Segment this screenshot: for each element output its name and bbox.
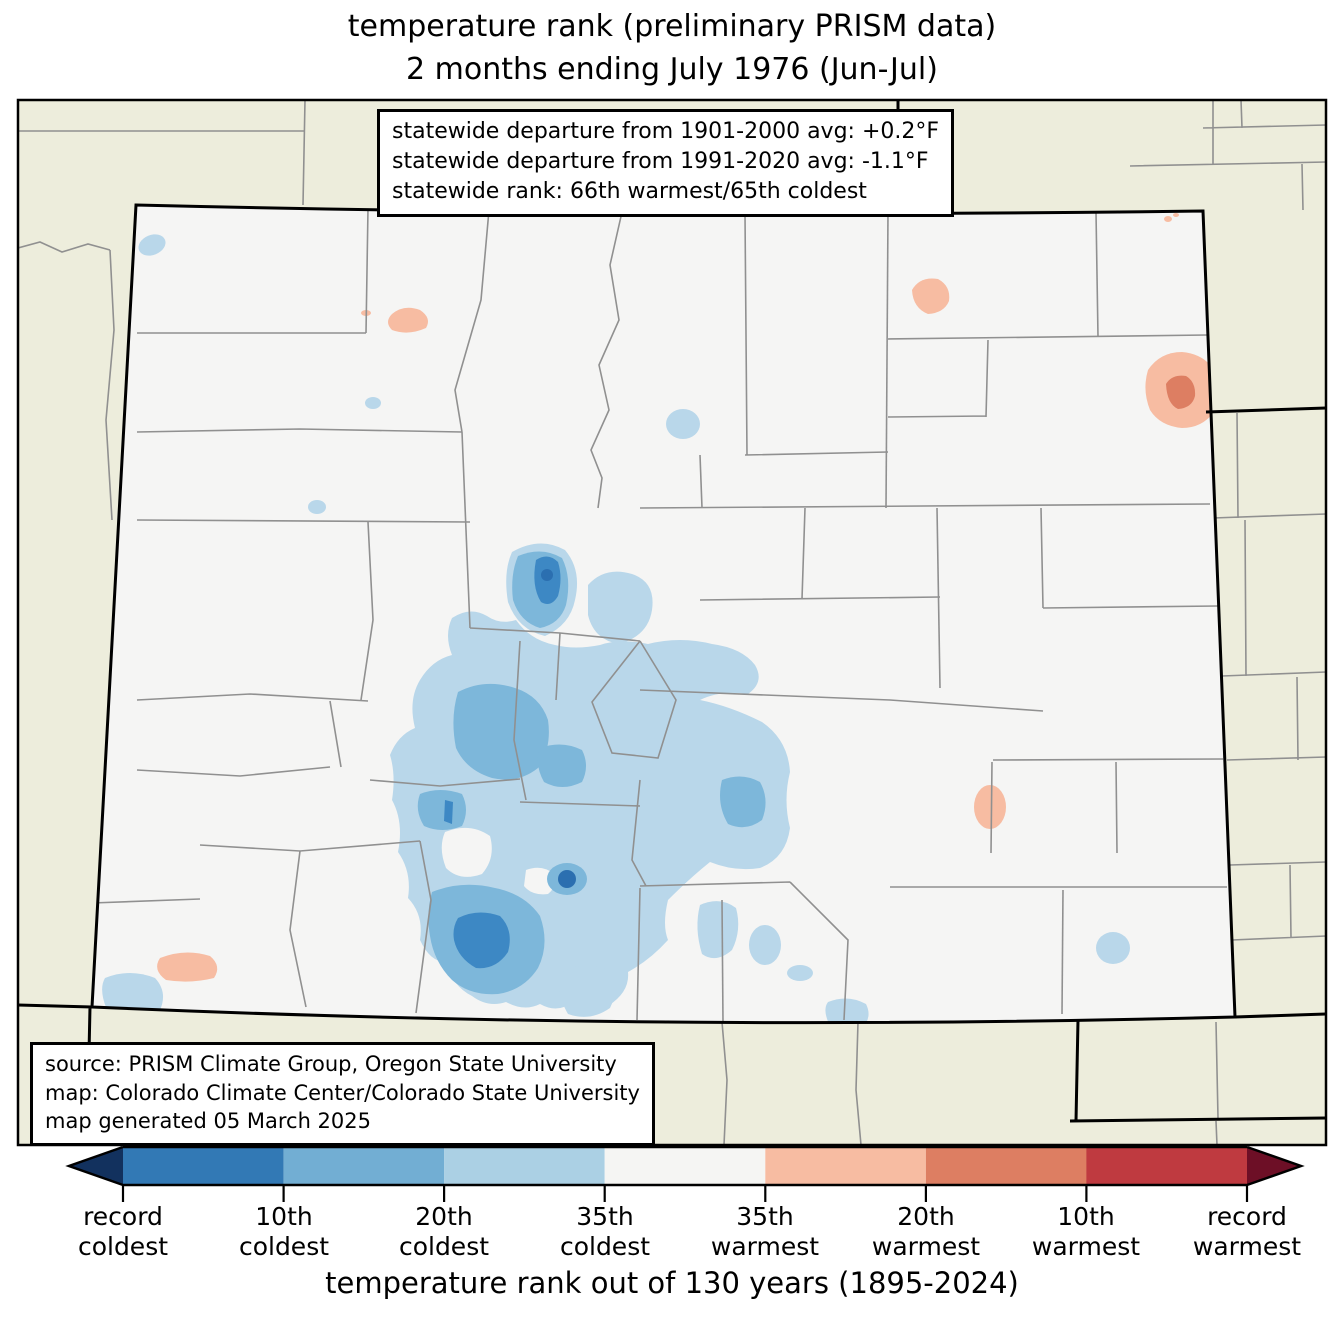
cbar-label-record-warmest: record warmest <box>1192 1202 1302 1261</box>
colorbar-seg-35th-warmest <box>765 1147 926 1185</box>
anomaly-fill-layer <box>92 207 1227 1023</box>
cbar-label-35th-warmest: 35th warmest <box>710 1202 820 1261</box>
colorbar-arrow-record-warmest <box>1247 1147 1301 1185</box>
statewide-stats-box: statewide departure from 1901-2000 avg: … <box>377 109 955 217</box>
stats-line-rank: statewide rank: 66th warmest/65th coldes… <box>392 178 867 204</box>
title-line-2: 2 months ending July 1976 (Jun-Jul) <box>406 51 938 87</box>
colorbar-arrow-record-coldest <box>69 1147 123 1185</box>
generated-date-line: map generated 05 March 2025 <box>45 1109 372 1134</box>
cbar-label-record-coldest: record coldest <box>77 1202 169 1261</box>
colorbar-axis-label: temperature rank out of 130 years (1895-… <box>325 1266 1019 1300</box>
colorbar-ticks <box>121 1185 1249 1202</box>
neighbor-county-lines <box>18 100 1326 1145</box>
colorado-county-lines <box>92 207 1227 1023</box>
colorado-state-shape <box>92 205 1235 1023</box>
colorbar-outline <box>65 1145 1305 1187</box>
stats-line-1901-2000: statewide departure from 1901-2000 avg: … <box>392 119 940 144</box>
cold-anomaly-darkest <box>541 569 576 888</box>
cbar-label-35th-coldest: 35th coldest <box>559 1202 651 1261</box>
cbar-label-20th-coldest: 20th coldest <box>398 1202 490 1261</box>
colorbar-seg-20th-coldest <box>444 1147 605 1185</box>
map-frame <box>16 98 1328 1147</box>
colorbar-seg-10th-warmest <box>1086 1147 1247 1185</box>
colorbar-seg-10th-coldest <box>283 1147 445 1185</box>
title-line-1: temperature rank (preliminary PRISM data… <box>347 9 997 44</box>
figure-title: temperature rank (preliminary PRISM data… <box>0 6 1344 91</box>
colorbar-seg-median <box>604 1147 766 1185</box>
cbar-label-20th-warmest: 20th warmest <box>871 1202 981 1261</box>
source-line: source: PRISM Climate Group, Oregon Stat… <box>45 1052 617 1076</box>
map-credit-line: map: Colorado Climate Center/Colorado St… <box>45 1080 640 1105</box>
warm-anomaly-medium <box>1166 375 1196 409</box>
cbar-label-10th-warmest: 10th warmest <box>1031 1202 1141 1261</box>
colorbar-seg-record-coldest <box>123 1147 284 1185</box>
stats-line-1991-2020: statewide departure from 1991-2020 avg: … <box>392 148 929 174</box>
colorbar-seg-20th-warmest <box>925 1147 1087 1185</box>
cbar-label-10th-coldest: 10th coldest <box>238 1202 330 1261</box>
source-attribution-box: source: PRISM Climate Group, Oregon Stat… <box>30 1042 655 1146</box>
colorbar <box>65 1145 1305 1202</box>
